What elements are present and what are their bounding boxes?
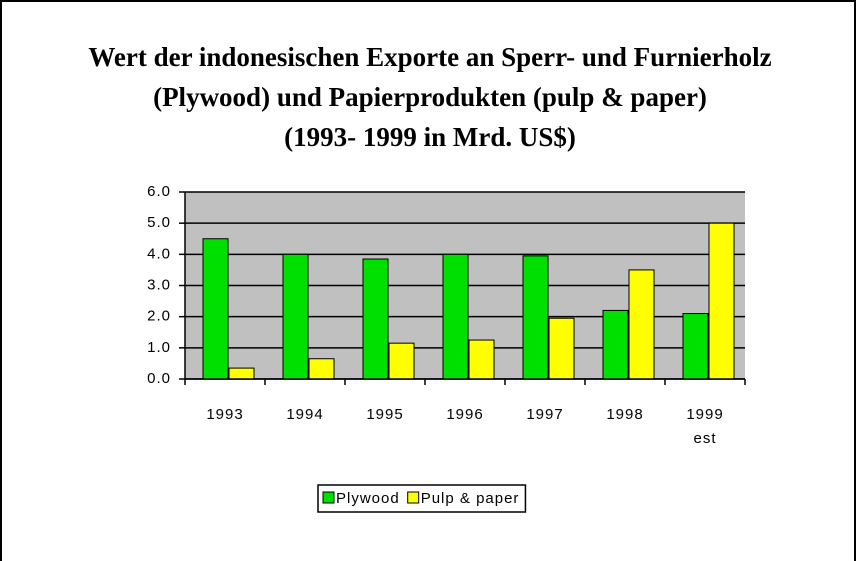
y-tick-label: 0.0: [147, 370, 171, 387]
legend-label: Plywood: [336, 490, 400, 507]
chart-title: Wert der indonesischen Exporte an Sperr-…: [88, 42, 771, 72]
legend-swatch: [322, 491, 335, 504]
legend-swatch: [407, 491, 420, 504]
y-tick-label: 3.0: [147, 276, 171, 293]
bar: [708, 222, 735, 380]
y-tick-label: 6.0: [147, 183, 171, 200]
bar: [548, 317, 575, 380]
bar: [308, 358, 335, 380]
bar: [388, 342, 415, 380]
legend-label: Pulp & paper: [421, 490, 520, 507]
bar: [228, 367, 255, 380]
bar: [282, 253, 309, 380]
x-tick-label: 1993: [206, 406, 244, 423]
y-tick-label: 1.0: [147, 339, 171, 356]
x-tick-label: 1999 est: [686, 406, 724, 447]
bar: [442, 253, 469, 380]
bar: [682, 313, 709, 380]
bar: [602, 309, 629, 380]
bar: [202, 238, 229, 380]
bar: [628, 269, 655, 380]
bar: [468, 339, 495, 380]
x-tick-label: 1997: [526, 406, 564, 423]
y-tick-label: 5.0: [147, 214, 171, 231]
bar: [362, 258, 389, 380]
bar: [522, 255, 549, 380]
y-tick-label: 2.0: [147, 308, 171, 325]
x-tick-label: 1995: [366, 406, 404, 423]
y-tick-label: 4.0: [147, 245, 171, 262]
legend: [317, 484, 527, 513]
x-tick-label: 1998: [606, 406, 644, 423]
x-tick-label: 1994: [286, 406, 324, 423]
x-tick-label: 1996: [446, 406, 484, 423]
chart-title: (1993- 1999 in Mrd. US$): [284, 122, 576, 152]
chart-title: (Plywood) und Papierprodukten (pulp & pa…: [153, 82, 707, 112]
